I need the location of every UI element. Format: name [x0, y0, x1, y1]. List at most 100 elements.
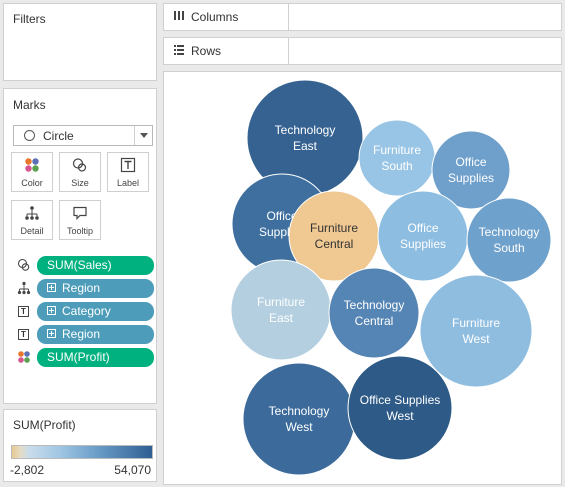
- label-button[interactable]: Label: [107, 152, 149, 192]
- bubble-label: Furniture: [452, 316, 500, 330]
- columns-icon: [172, 4, 186, 30]
- region-detail-pill-text: Region: [62, 281, 101, 295]
- bubble-label: West: [285, 420, 313, 434]
- rows-icon: [172, 38, 186, 64]
- category-label-pill-text: Category: [62, 304, 111, 318]
- columns-shelf-label: Columns: [164, 4, 289, 30]
- label-icon: [108, 157, 148, 175]
- bubble-circle[interactable]: [358, 119, 436, 197]
- legend-max: 54,070: [114, 463, 151, 477]
- expand-icon[interactable]: [47, 306, 56, 315]
- size-icon: [60, 157, 100, 175]
- detail-button-label: Detail: [20, 226, 44, 236]
- bubble-label: Technology: [275, 123, 336, 137]
- size-button[interactable]: Size: [59, 152, 101, 192]
- bubble-label: East: [269, 311, 294, 325]
- bubble-label: Central: [355, 314, 394, 328]
- tooltip-button-label: Tooltip: [66, 226, 93, 236]
- size-button-label: Size: [71, 178, 89, 188]
- bubble-circle[interactable]: [230, 259, 332, 361]
- bubble-label: Technology: [269, 404, 330, 418]
- bubble-technology-south[interactable]: Technology South: [466, 197, 552, 283]
- bubble-label: Central: [315, 237, 354, 251]
- sum-sales-pill[interactable]: SUM(Sales): [37, 256, 154, 275]
- rows-label-text: Rows: [191, 44, 222, 58]
- category-label-pill[interactable]: Category: [37, 302, 154, 321]
- expand-icon[interactable]: [47, 329, 56, 338]
- bubble-office-supplies-west[interactable]: Office Supplies West: [347, 355, 453, 461]
- rows-shelf[interactable]: Rows: [163, 37, 562, 65]
- legend-gradient-bar: [11, 445, 153, 459]
- bubble-label: Office: [407, 221, 438, 235]
- bubble-label: Furniture: [310, 221, 358, 235]
- bubble-circle[interactable]: [431, 130, 511, 210]
- columns-shelf[interactable]: Columns: [163, 3, 562, 31]
- tooltip-icon: [60, 205, 100, 223]
- color-button[interactable]: Color: [11, 152, 53, 192]
- bubble-circle[interactable]: [328, 267, 420, 359]
- legend-title: SUM(Profit): [13, 418, 76, 432]
- bubble-furniture-central[interactable]: Furniture Central: [288, 190, 380, 282]
- detail-icon: [12, 205, 52, 223]
- region-label-pill-text: Region: [62, 327, 101, 341]
- bubble-label: East: [293, 139, 318, 153]
- size-pill-row: SUM(Sales): [13, 256, 154, 275]
- tooltip-button[interactable]: Tooltip: [59, 200, 101, 240]
- bubble-label: Furniture: [257, 295, 305, 309]
- bubble-label: Office: [266, 209, 297, 223]
- mark-type-dropdown[interactable]: Circle: [13, 125, 153, 146]
- color-icon: [17, 350, 31, 365]
- size-icon: [17, 258, 31, 273]
- bubble-technology-west[interactable]: Technology West: [242, 362, 356, 476]
- rows-shelf-label: Rows: [164, 38, 289, 64]
- mark-type-label: Circle: [43, 129, 74, 143]
- bubble-technology-east[interactable]: Technology East: [246, 79, 364, 197]
- bubble-circle[interactable]: [466, 197, 552, 283]
- sum-profit-pill[interactable]: SUM(Profit): [37, 348, 154, 367]
- bubble-circle[interactable]: [419, 274, 533, 388]
- bubble-circle[interactable]: [347, 355, 453, 461]
- chevron-down-icon[interactable]: [134, 126, 152, 145]
- color-icon: [12, 157, 52, 175]
- region-label-pill[interactable]: Region: [37, 325, 154, 344]
- color-pill-row: SUM(Profit): [13, 348, 154, 367]
- bubble-furniture-east[interactable]: Furniture East: [230, 259, 332, 361]
- bubble-label: Technology: [344, 298, 405, 312]
- bubble-label: Technology: [479, 225, 540, 239]
- bubble-label: South: [381, 159, 412, 173]
- view-canvas[interactable]: Technology East Furniture South Office Suppli…: [163, 71, 562, 485]
- expand-icon[interactable]: [47, 283, 56, 292]
- bubble-furniture-south[interactable]: Furniture South: [358, 119, 436, 197]
- detail-pill-row: Region: [13, 279, 154, 298]
- packed-bubble-chart: Technology East Furniture South Office Suppli…: [230, 79, 552, 476]
- columns-label-text: Columns: [191, 10, 239, 24]
- label-icon: T: [17, 304, 31, 319]
- bubble-label: Supplies: [400, 237, 446, 251]
- label-button-label: Label: [116, 178, 140, 188]
- marks-title: Marks: [13, 98, 46, 112]
- bubble-label: South: [493, 241, 524, 255]
- circle-mark-icon: [24, 130, 35, 141]
- bubble-label: Furniture: [373, 143, 421, 157]
- marks-card: Marks Circle Color Size Label Detail Too…: [3, 88, 157, 404]
- color-button-label: Color: [21, 178, 43, 188]
- color-legend[interactable]: SUM(Profit) -2,802 54,070: [3, 409, 157, 482]
- detail-button[interactable]: Detail: [11, 200, 53, 240]
- bubble-label: West: [462, 332, 490, 346]
- region-label-pill-row: T Region: [13, 325, 154, 344]
- bubble-technology-central[interactable]: Technology Central: [328, 267, 420, 359]
- bubble-furniture-west[interactable]: Furniture West: [419, 274, 533, 388]
- bubble-circle[interactable]: [242, 362, 356, 476]
- detail-icon: [17, 281, 31, 296]
- bubble-label: Office Supplies: [360, 393, 441, 407]
- bubble-office-supplies-south[interactable]: Office Supplies: [431, 130, 511, 210]
- bubble-label: Supplies: [448, 171, 494, 185]
- bubble-circle[interactable]: [377, 190, 469, 282]
- region-detail-pill[interactable]: Region: [37, 279, 154, 298]
- bubble-label: West: [386, 409, 414, 423]
- legend-min: -2,802: [10, 463, 45, 477]
- filters-title: Filters: [13, 12, 46, 26]
- bubble-label: Office: [455, 155, 486, 169]
- bubble-office-supplies-east[interactable]: Office Supplies: [377, 190, 469, 282]
- filters-card[interactable]: Filters: [3, 3, 157, 81]
